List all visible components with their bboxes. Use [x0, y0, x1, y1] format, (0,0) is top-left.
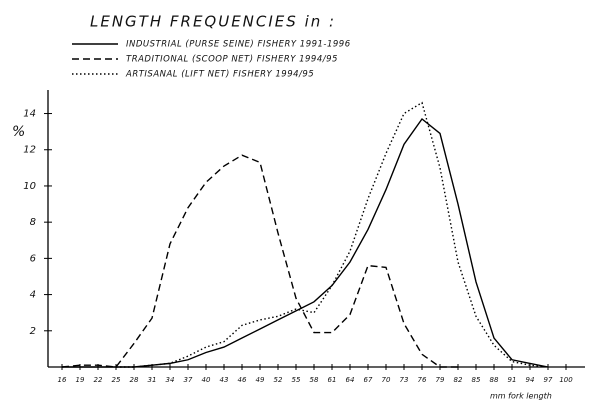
- x-tick-label: 73: [400, 376, 409, 384]
- y-tick-label: 2: [30, 326, 36, 337]
- x-tick-label: 58: [310, 376, 319, 384]
- x-tick-label: 46: [238, 376, 247, 384]
- x-tick-label: 22: [94, 376, 103, 384]
- legend-label: TRADITIONAL (SCOOP NET) FISHERY 1994/95: [126, 55, 338, 65]
- series-line: [62, 117, 549, 368]
- x-tick-label: 31: [148, 376, 157, 384]
- x-axis-label: mm fork length: [490, 392, 552, 401]
- x-tick-label: 52: [274, 376, 283, 384]
- x-tick-label: 91: [508, 376, 517, 384]
- x-tick-label: 43: [220, 376, 229, 384]
- x-tick-label: 85: [472, 376, 481, 384]
- x-tick-label: 82: [454, 376, 463, 384]
- y-tick-label: 4: [30, 290, 36, 301]
- series-line: [116, 101, 549, 368]
- x-tick-label: 79: [436, 376, 445, 384]
- x-tick-label: 25: [112, 376, 121, 384]
- x-tick-label: 100: [559, 376, 573, 384]
- x-tick-label: 55: [292, 376, 301, 384]
- y-tick-label: 10: [23, 181, 36, 192]
- chart-title: LENGTH FREQUENCIES in :: [90, 13, 336, 31]
- x-tick-label: 67: [364, 376, 373, 384]
- x-tick-label: 37: [184, 376, 193, 384]
- x-tick-label: 28: [130, 376, 139, 384]
- x-tick-label: 94: [526, 376, 535, 384]
- x-tick-label: 40: [202, 376, 211, 384]
- x-tick-label: 16: [58, 376, 67, 384]
- y-tick-label: 12: [23, 145, 36, 156]
- legend-label: INDUSTRIAL (PURSE SEINE) FISHERY 1991-19…: [126, 40, 351, 50]
- x-tick-label: 97: [544, 376, 553, 384]
- x-tick-label: 70: [382, 376, 391, 384]
- x-tick-label: 76: [418, 376, 427, 384]
- x-tick-label: 19: [76, 376, 85, 384]
- x-tick-label: 34: [166, 376, 175, 384]
- series-line: [61, 154, 458, 368]
- y-tick-label: 14: [23, 109, 36, 120]
- y-tick-label: 8: [30, 217, 36, 228]
- y-axis-label: %: [12, 124, 25, 140]
- legend-label: ARTISANAL (LIFT NET) FISHERY 1994/95: [125, 70, 314, 80]
- x-tick-label: 64: [346, 376, 355, 384]
- x-tick-label: 61: [328, 376, 337, 384]
- x-tick-label: 88: [490, 376, 499, 384]
- x-tick-label: 49: [256, 376, 265, 384]
- y-tick-label: 6: [30, 253, 36, 264]
